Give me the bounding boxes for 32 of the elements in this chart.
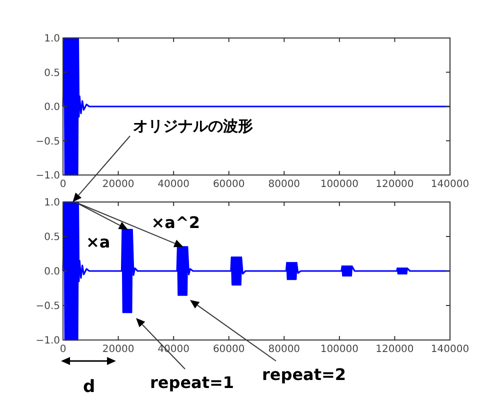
annotation: ×a	[86, 232, 110, 252]
x-tick-label: 40000	[158, 179, 190, 190]
y-tick-label: 0.0	[44, 102, 60, 113]
y-tick-label: 0.5	[44, 68, 60, 79]
x-tick-label: 60000	[212, 179, 245, 190]
x-tick-label: 140000	[430, 179, 470, 190]
x-tick-label: 0	[60, 179, 66, 190]
x-tick-label: 80000	[268, 179, 300, 190]
x-tick-label: 120000	[376, 344, 414, 355]
y-tick-label: −1.0	[36, 170, 60, 182]
annotation: オリジナルの波形	[133, 117, 253, 135]
text: repeat=1	[150, 373, 234, 392]
x-tick-label: 20000	[102, 179, 134, 190]
text: d	[83, 377, 96, 397]
x-tick-label: 100000	[320, 344, 359, 355]
y-tick-label: −0.5	[36, 301, 60, 312]
y-tick-label: −1.0	[36, 336, 60, 346]
x-tick-label: 20000	[102, 344, 134, 355]
x-tick-label: 100000	[320, 179, 359, 190]
line-series	[62, 37, 451, 176]
x-tick-label: 0	[60, 344, 66, 355]
annotation: ×a^2	[151, 212, 200, 232]
y-tick-label: 0.5	[44, 232, 60, 243]
x-tick-label: 60000	[212, 344, 245, 355]
y-tick-label: 1.0	[44, 34, 60, 44]
x-tick-label: 80000	[268, 344, 300, 355]
y-tick-label: 0.0	[44, 266, 60, 278]
y-tick-label: −0.5	[36, 136, 60, 148]
text: repeat=2	[262, 365, 346, 384]
x-tick-label: 120000	[376, 179, 414, 190]
y-tick-label: 1.0	[44, 198, 60, 208]
x-tick-label: 140000	[430, 344, 470, 355]
